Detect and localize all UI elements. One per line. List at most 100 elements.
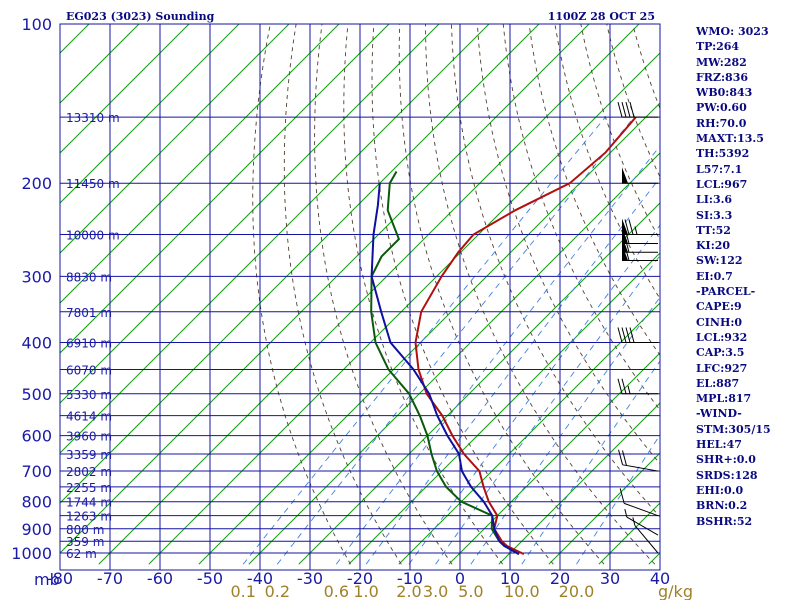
isotherm-lines (0, 0, 660, 565)
isotherm-line (0, 0, 13, 564)
mixing-ratio-tick-label: 0.6 (324, 582, 349, 600)
wind-barb-feather (624, 228, 630, 244)
index-row: BSHR:52 (696, 514, 753, 528)
isotherm-line (60, 24, 390, 354)
index-row: RH:70.0 (696, 116, 747, 130)
wind-barb (624, 508, 659, 536)
index-row: SI:3.3 (696, 208, 733, 222)
wind-barb-pennant (622, 236, 628, 253)
dry-adiabat (398, 24, 605, 565)
index-row: MAXT:13.5 (696, 132, 764, 146)
index-row: -PARCEL- (696, 285, 756, 299)
mixing-ratio-unit-label: g/kg (658, 582, 693, 600)
pressure-tick-label: 600 (21, 427, 52, 446)
temperature-tick-label: -20 (347, 569, 373, 588)
mixing-ratio-tick-label: 0.2 (265, 582, 290, 600)
index-row: CINH:0 (696, 315, 743, 329)
mixing-ratio-tick-label: 2.0 (396, 582, 421, 600)
pressure-unit-label: mb (34, 570, 60, 589)
index-row: LCL:967 (696, 177, 748, 191)
height-label: 3960 m (66, 430, 112, 444)
wind-barb-feather (629, 102, 635, 118)
height-label: 6910 m (66, 336, 112, 350)
parcel-path (370, 183, 520, 555)
isotherm-line (60, 24, 490, 454)
wind-barb (617, 327, 658, 343)
temperature-tick-label: -50 (197, 569, 223, 588)
height-label: 359 m (66, 535, 104, 549)
wind-barb (619, 488, 659, 517)
wind-barb-half-feather (634, 226, 638, 235)
isotherm-line (298, 202, 660, 565)
wind-barb-feather (618, 449, 624, 465)
temperature-tick-label: -40 (247, 569, 273, 588)
wind-barb (622, 244, 658, 262)
temperature-tick-label: -80 (47, 569, 73, 588)
wind-barb-feather (625, 102, 631, 118)
isotherm-line (60, 24, 140, 104)
isotherm-line (60, 24, 290, 254)
pressure-tick-label: 300 (21, 267, 52, 286)
mixing-ratio-tick-label: 20.0 (559, 582, 595, 600)
isotherm-line (348, 252, 660, 565)
isotherm-line (98, 24, 640, 565)
wind-barb-feather (621, 102, 627, 118)
isotherm-line (248, 152, 660, 565)
index-row: EL:887 (696, 376, 740, 390)
index-row: WMO: 3023 (696, 25, 769, 38)
wind-barb-feather (624, 245, 630, 261)
index-row: HEL:47 (696, 438, 742, 452)
dry-adiabat (371, 24, 554, 565)
index-row: SRDS:128 (696, 468, 758, 482)
isotherm-line (60, 24, 240, 204)
temperature-tick-label: -70 (97, 569, 123, 588)
wind-barb (617, 378, 658, 395)
temperature-axis-labels: -80 -70 -60 -50 -40 -30 -20 -10 0 10 20 30 40 (47, 569, 670, 588)
index-row: WB0:843 (696, 86, 753, 100)
index-row: LI:3.6 (696, 193, 733, 207)
temperature-tick-label: -60 (147, 569, 173, 588)
wind-barb-staff (634, 525, 659, 554)
mixing-ratio-tick-label: 3.0 (423, 582, 448, 600)
index-row: EI:0.7 (696, 269, 733, 283)
height-label: 1263 m (66, 510, 112, 524)
index-row: CAPE:9 (696, 300, 742, 314)
index-row: TT:52 (696, 223, 731, 237)
temperature-tick-label: 20 (550, 569, 570, 588)
index-row: STM:305/15 (696, 422, 771, 436)
mixing-ratio-line (242, 116, 606, 565)
temperature-tick-label: 40 (650, 569, 670, 588)
pressure-tick-label: 100 (21, 15, 52, 34)
wind-barb (622, 227, 658, 245)
height-label: 5330 m (66, 388, 112, 402)
wind-barb-feather (625, 327, 631, 343)
wind-barb-feather (617, 102, 623, 118)
mixing-ratio-line (408, 224, 660, 565)
isotherm-line (448, 352, 660, 565)
wind-barb (622, 236, 658, 253)
index-row: KI:20 (696, 239, 731, 253)
index-row: TH:5392 (696, 147, 750, 161)
mixing-ratio-tick-label: 5.0 (458, 582, 483, 600)
height-label: 8830 m (66, 270, 112, 284)
height-label: 2802 m (66, 465, 112, 479)
wind-barb-feather (629, 327, 635, 343)
isotherm-line (548, 452, 660, 565)
height-label: 3359 m (66, 448, 112, 462)
index-row: EHI:0.0 (696, 483, 744, 497)
isotherm-line (148, 52, 660, 565)
sounding-profiles (370, 116, 637, 556)
wind-barb-feather (628, 219, 634, 235)
chart-title: EG023 (3023) Sounding (66, 10, 215, 23)
mixing-ratio-line (365, 177, 660, 565)
height-label: 11450 m (66, 177, 120, 191)
mixing-ratio-axis-labels: 0.1 0.2 0.6 1.0 2.0 3.0 5.0 10.0 20.0 (231, 582, 595, 600)
dry-adiabat (343, 24, 504, 565)
pressure-tick-label: 200 (21, 174, 52, 193)
dry-adiabat (425, 24, 656, 565)
height-label: 4614 m (66, 410, 112, 424)
index-row: CAP:3.5 (696, 346, 745, 360)
pressure-tick-label: 800 (21, 493, 52, 512)
wind-barb (617, 102, 658, 118)
